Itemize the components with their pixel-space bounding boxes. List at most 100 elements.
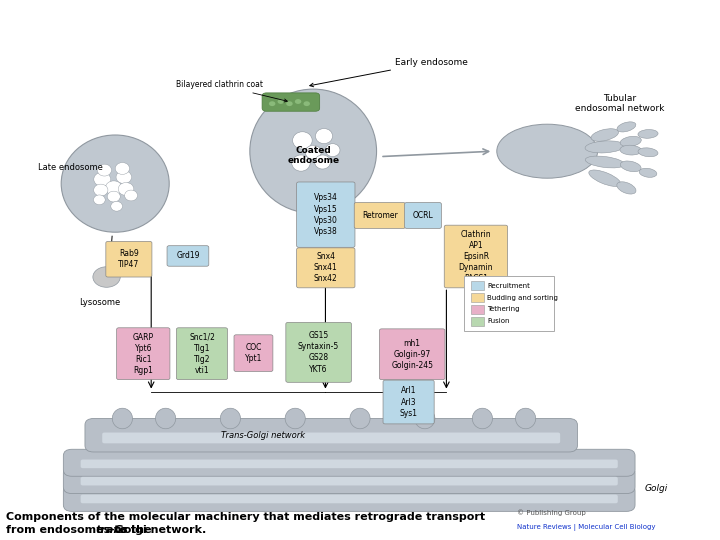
FancyBboxPatch shape xyxy=(176,328,228,380)
FancyBboxPatch shape xyxy=(106,241,152,277)
Ellipse shape xyxy=(585,156,624,168)
Text: Tethering: Tethering xyxy=(487,306,520,313)
FancyBboxPatch shape xyxy=(354,202,405,228)
FancyBboxPatch shape xyxy=(234,335,273,372)
Ellipse shape xyxy=(315,129,333,144)
Ellipse shape xyxy=(112,408,132,429)
Ellipse shape xyxy=(94,184,108,196)
Ellipse shape xyxy=(585,141,624,153)
Ellipse shape xyxy=(315,155,330,169)
Ellipse shape xyxy=(287,101,292,106)
Text: Clathrin
AP1
EpsinR
Dynamin
PACS1: Clathrin AP1 EpsinR Dynamin PACS1 xyxy=(459,230,493,283)
Ellipse shape xyxy=(278,99,284,104)
FancyBboxPatch shape xyxy=(85,418,577,452)
Ellipse shape xyxy=(250,89,377,213)
FancyBboxPatch shape xyxy=(471,281,484,290)
FancyBboxPatch shape xyxy=(444,225,508,288)
FancyBboxPatch shape xyxy=(63,467,635,494)
FancyBboxPatch shape xyxy=(81,460,618,468)
Ellipse shape xyxy=(638,148,658,157)
FancyBboxPatch shape xyxy=(379,329,445,380)
FancyBboxPatch shape xyxy=(464,276,554,331)
Ellipse shape xyxy=(325,144,340,157)
FancyBboxPatch shape xyxy=(383,380,434,424)
Text: Coated
endosome: Coated endosome xyxy=(287,146,339,165)
Ellipse shape xyxy=(295,99,301,104)
Ellipse shape xyxy=(156,408,176,429)
Ellipse shape xyxy=(591,129,618,141)
FancyBboxPatch shape xyxy=(63,449,635,476)
FancyBboxPatch shape xyxy=(81,495,618,503)
Text: Golgi: Golgi xyxy=(644,484,667,493)
Text: Trans-Golgi network: Trans-Golgi network xyxy=(221,431,305,440)
Ellipse shape xyxy=(415,408,435,429)
Ellipse shape xyxy=(638,130,658,138)
Text: from endosomes to the: from endosomes to the xyxy=(6,525,155,535)
Text: Late endosome: Late endosome xyxy=(38,163,103,172)
Ellipse shape xyxy=(107,191,120,202)
Text: GS15
Syntaxin-5
GS28
YKT6: GS15 Syntaxin-5 GS28 YKT6 xyxy=(298,331,339,374)
Ellipse shape xyxy=(305,145,321,159)
Text: Nature Reviews | Molecular Cell Biology: Nature Reviews | Molecular Cell Biology xyxy=(517,524,655,531)
Ellipse shape xyxy=(304,101,310,106)
Ellipse shape xyxy=(93,267,120,287)
Ellipse shape xyxy=(292,155,310,171)
Text: Lysosome: Lysosome xyxy=(78,298,120,307)
Text: Budding and sorting: Budding and sorting xyxy=(487,294,558,301)
Text: Snc1/2
Tlg1
Tlg2
vti1: Snc1/2 Tlg1 Tlg2 vti1 xyxy=(189,333,215,375)
Text: © Publishing Group: © Publishing Group xyxy=(517,510,585,516)
Text: Recruitment: Recruitment xyxy=(487,282,531,289)
FancyBboxPatch shape xyxy=(262,93,320,111)
Ellipse shape xyxy=(639,168,657,177)
Ellipse shape xyxy=(94,195,105,205)
Text: COC
Ypt1: COC Ypt1 xyxy=(245,343,262,363)
Ellipse shape xyxy=(116,171,132,184)
Text: Rab9
TIP47: Rab9 TIP47 xyxy=(118,249,140,269)
FancyBboxPatch shape xyxy=(297,182,355,247)
Ellipse shape xyxy=(97,164,112,176)
FancyBboxPatch shape xyxy=(102,433,560,443)
Text: Retromer: Retromer xyxy=(362,211,397,220)
Text: Tubular
endosomal network: Tubular endosomal network xyxy=(575,94,664,113)
Ellipse shape xyxy=(220,408,240,429)
FancyBboxPatch shape xyxy=(63,484,635,511)
Text: Components of the molecular machinery that mediates retrograde transport: Components of the molecular machinery th… xyxy=(6,512,485,522)
Ellipse shape xyxy=(472,408,492,429)
FancyBboxPatch shape xyxy=(471,305,484,314)
FancyBboxPatch shape xyxy=(471,293,484,302)
Ellipse shape xyxy=(617,182,636,194)
Ellipse shape xyxy=(118,183,134,195)
Text: Arl1
Arl3
Sys1: Arl1 Arl3 Sys1 xyxy=(400,387,418,417)
Ellipse shape xyxy=(285,408,305,429)
Ellipse shape xyxy=(292,132,312,149)
Ellipse shape xyxy=(516,408,536,429)
Text: Vps34
Vps15
Vps30
Vps38: Vps34 Vps15 Vps30 Vps38 xyxy=(314,193,338,236)
Text: Bilayered clathrin coat: Bilayered clathrin coat xyxy=(176,80,287,102)
FancyBboxPatch shape xyxy=(286,322,351,382)
Ellipse shape xyxy=(620,136,642,147)
Ellipse shape xyxy=(125,190,138,201)
Text: GARP
Ypt6
Ric1
Rgp1: GARP Ypt6 Ric1 Rgp1 xyxy=(132,333,154,375)
FancyBboxPatch shape xyxy=(471,317,484,326)
Ellipse shape xyxy=(621,161,641,172)
FancyBboxPatch shape xyxy=(81,477,618,485)
Ellipse shape xyxy=(269,101,276,106)
Ellipse shape xyxy=(589,170,621,186)
Ellipse shape xyxy=(111,201,122,211)
Ellipse shape xyxy=(350,408,370,429)
FancyBboxPatch shape xyxy=(167,246,209,266)
FancyBboxPatch shape xyxy=(405,202,441,228)
Ellipse shape xyxy=(620,145,642,155)
Ellipse shape xyxy=(94,172,111,186)
FancyBboxPatch shape xyxy=(297,248,355,288)
Text: Grd19: Grd19 xyxy=(176,252,199,260)
Ellipse shape xyxy=(497,124,598,178)
Ellipse shape xyxy=(61,135,169,232)
Text: mh1
Golgin-97
Golgin-245: mh1 Golgin-97 Golgin-245 xyxy=(391,339,433,370)
Ellipse shape xyxy=(105,181,122,195)
Text: Early endosome: Early endosome xyxy=(310,58,467,87)
FancyBboxPatch shape xyxy=(117,328,170,380)
Ellipse shape xyxy=(617,122,636,132)
Text: -Golgi network.: -Golgi network. xyxy=(110,525,207,535)
Text: Snx4
Snx41
Snx42: Snx4 Snx41 Snx42 xyxy=(314,252,338,284)
